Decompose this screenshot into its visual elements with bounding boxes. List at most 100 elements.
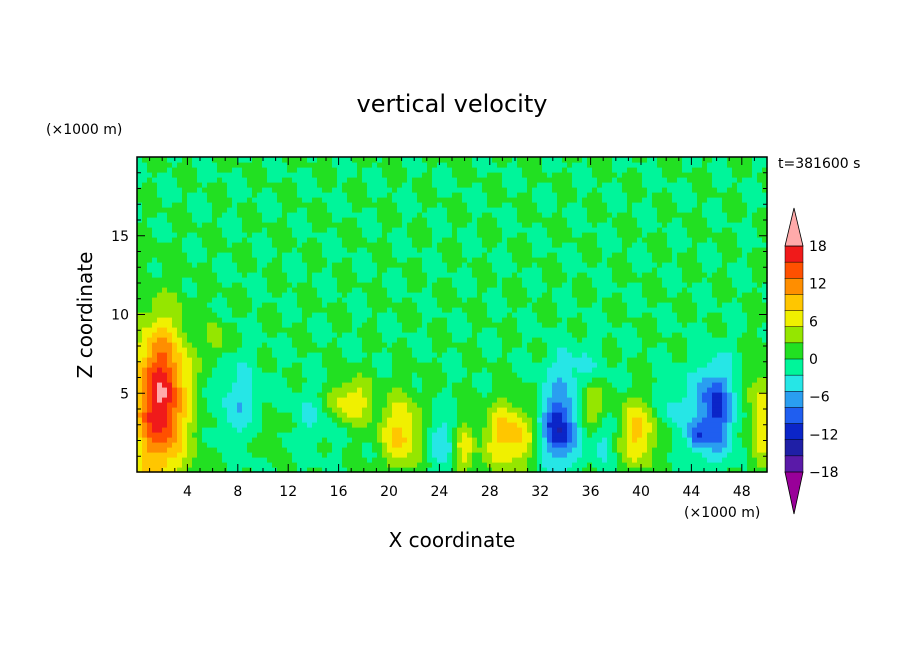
contour-cell bbox=[267, 292, 273, 298]
contour-cell bbox=[417, 322, 423, 328]
contour-cell bbox=[342, 182, 348, 188]
contour-cell bbox=[307, 192, 313, 198]
contour-cell bbox=[337, 197, 343, 203]
contour-cell bbox=[407, 357, 413, 363]
contour-cell bbox=[197, 432, 203, 438]
contour-cell bbox=[417, 327, 423, 333]
contour-cell bbox=[527, 227, 533, 233]
contour-cell bbox=[217, 257, 223, 263]
contour-cell bbox=[157, 227, 163, 233]
contour-cell bbox=[167, 267, 173, 273]
contour-cell bbox=[457, 217, 463, 223]
contour-cell bbox=[387, 417, 393, 423]
contour-cell bbox=[447, 402, 453, 408]
contour-cell bbox=[227, 172, 233, 178]
contour-cell bbox=[472, 462, 478, 468]
contour-cell bbox=[367, 232, 373, 238]
contour-cell bbox=[457, 407, 463, 413]
contour-cell bbox=[347, 237, 353, 243]
contour-cell bbox=[212, 382, 218, 388]
contour-cell bbox=[147, 342, 153, 348]
contour-cell bbox=[152, 177, 158, 183]
contour-cell bbox=[142, 172, 148, 178]
contour-cell bbox=[457, 192, 463, 198]
contour-cell bbox=[417, 457, 423, 463]
contour-cell bbox=[302, 242, 308, 248]
contour-cell bbox=[447, 322, 453, 328]
contour-cell bbox=[147, 457, 153, 463]
contour-cell bbox=[322, 202, 328, 208]
contour-cell bbox=[137, 417, 143, 423]
contour-cell bbox=[137, 172, 143, 178]
contour-cell bbox=[177, 447, 183, 453]
contour-cell bbox=[167, 292, 173, 298]
contour-cell bbox=[272, 467, 278, 473]
contour-cell bbox=[412, 467, 418, 473]
contour-cell bbox=[302, 327, 308, 333]
contour-cell bbox=[272, 177, 278, 183]
contour-cell bbox=[462, 367, 468, 373]
contour-cell bbox=[437, 232, 443, 238]
contour-cell bbox=[222, 217, 228, 223]
contour-cell bbox=[177, 252, 183, 258]
contour-cell bbox=[307, 432, 313, 438]
contour-cell bbox=[267, 337, 273, 343]
contour-cell bbox=[487, 457, 493, 463]
contour-cell bbox=[367, 452, 373, 458]
contour-cell bbox=[307, 297, 313, 303]
contour-cell bbox=[267, 412, 273, 418]
contour-cell bbox=[467, 342, 473, 348]
contour-cell bbox=[342, 327, 348, 333]
contour-cell bbox=[162, 437, 168, 443]
contour-cell bbox=[312, 312, 318, 318]
contour-cell bbox=[247, 237, 253, 243]
contour-cell bbox=[287, 432, 293, 438]
contour-cell bbox=[237, 187, 243, 193]
contour-cell bbox=[402, 272, 408, 278]
contour-cell bbox=[152, 357, 158, 363]
contour-cell bbox=[232, 362, 238, 368]
contour-cell bbox=[147, 372, 153, 378]
contour-cell bbox=[517, 377, 523, 383]
contour-cell bbox=[352, 262, 358, 268]
contour-cell bbox=[532, 417, 538, 423]
contour-cell bbox=[252, 297, 258, 303]
contour-cell bbox=[442, 337, 448, 343]
contour-cell bbox=[387, 362, 393, 368]
contour-cell bbox=[517, 407, 523, 413]
contour-cell bbox=[527, 232, 533, 238]
contour-cell bbox=[147, 277, 153, 283]
contour-cell bbox=[472, 332, 478, 338]
contour-cell bbox=[212, 407, 218, 413]
contour-cell bbox=[282, 462, 288, 468]
contour-cell bbox=[212, 322, 218, 328]
contour-cell bbox=[347, 242, 353, 248]
contour-cell bbox=[477, 322, 483, 328]
contour-cell bbox=[327, 262, 333, 268]
contour-cell bbox=[237, 217, 243, 223]
contour-cell bbox=[227, 377, 233, 383]
contour-cell bbox=[162, 372, 168, 378]
contour-cell bbox=[397, 462, 403, 468]
contour-cell bbox=[317, 352, 323, 358]
contour-cell bbox=[482, 157, 488, 163]
contour-cell bbox=[297, 257, 303, 263]
contour-cell bbox=[452, 367, 458, 373]
contour-cell bbox=[197, 412, 203, 418]
contour-cell bbox=[177, 417, 183, 423]
contour-cell bbox=[347, 212, 353, 218]
contour-cell bbox=[227, 227, 233, 233]
contour-cell bbox=[497, 407, 503, 413]
contour-cell bbox=[497, 212, 503, 218]
contour-cell bbox=[307, 352, 313, 358]
contour-cell bbox=[482, 402, 488, 408]
contour-cell bbox=[422, 352, 428, 358]
contour-cell bbox=[262, 257, 268, 263]
contour-cell bbox=[367, 217, 373, 223]
contour-cell bbox=[477, 357, 483, 363]
contour-cell bbox=[272, 357, 278, 363]
contour-cell bbox=[392, 332, 398, 338]
contour-cell bbox=[347, 397, 353, 403]
contour-cell bbox=[202, 357, 208, 363]
contour-cell bbox=[252, 167, 258, 173]
